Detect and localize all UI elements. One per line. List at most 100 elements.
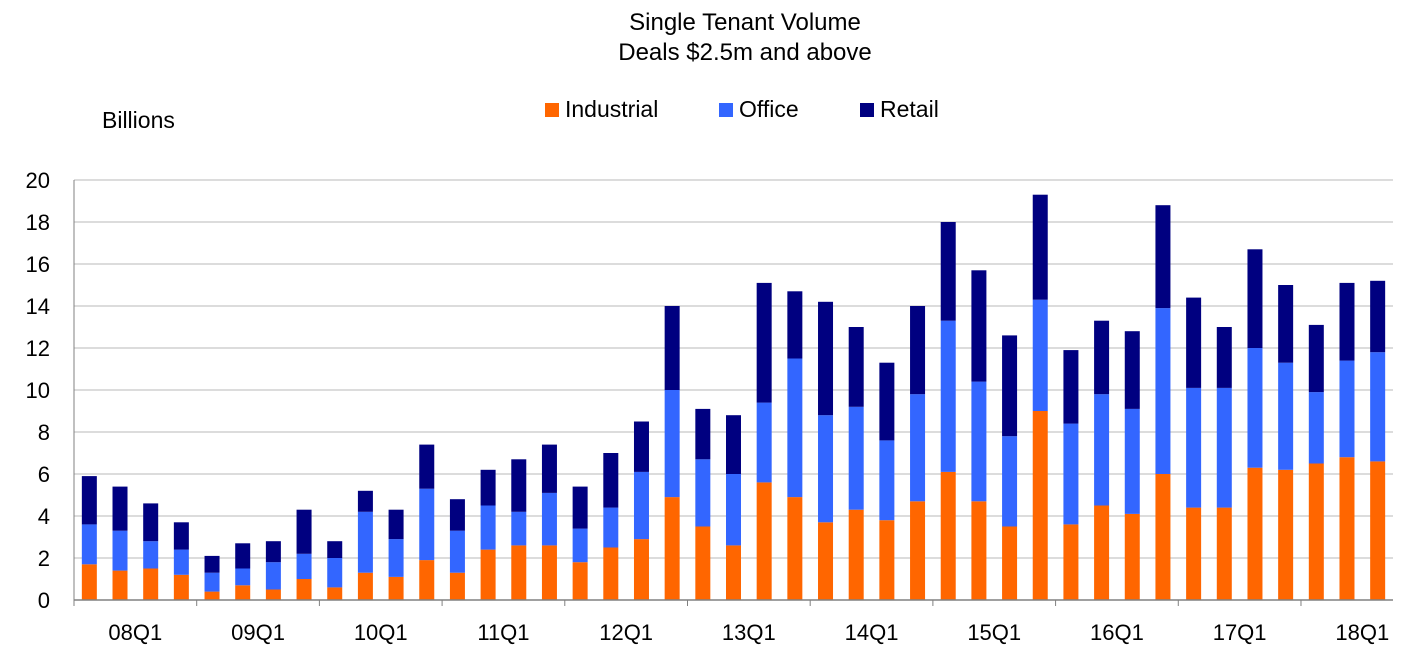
bar-industrial-14Q2 xyxy=(848,509,864,600)
bar-industrial-10Q4 xyxy=(419,560,435,600)
bar-retail-17Q3 xyxy=(1247,249,1263,348)
bar-industrial-09Q4 xyxy=(296,579,312,600)
bar-office-13Q3 xyxy=(756,402,772,483)
bar-office-16Q4 xyxy=(1155,308,1171,474)
bar-retail-14Q3 xyxy=(879,362,895,441)
y-tick-label: 6 xyxy=(38,462,50,487)
bar-office-14Q1 xyxy=(818,415,834,523)
bar-retail-16Q3 xyxy=(1124,331,1140,409)
bar-retail-08Q1 xyxy=(81,476,97,525)
y-tick-label: 4 xyxy=(38,504,50,529)
bar-industrial-12Q2 xyxy=(603,547,619,600)
bar-office-13Q1 xyxy=(695,459,711,527)
bar-industrial-11Q4 xyxy=(541,545,557,600)
bar-office-12Q2 xyxy=(603,507,619,548)
bar-office-11Q2 xyxy=(480,505,496,550)
bar-retail-15Q4 xyxy=(1032,194,1048,300)
bar-industrial-13Q3 xyxy=(756,482,772,600)
bar-industrial-18Q2 xyxy=(1339,457,1355,600)
bar-retail-14Q1 xyxy=(818,301,834,416)
bar-retail-09Q3 xyxy=(265,541,281,563)
bar-retail-16Q2 xyxy=(1094,320,1110,395)
bar-retail-08Q4 xyxy=(173,522,189,550)
legend-label-office: Office xyxy=(739,96,799,122)
bars xyxy=(81,194,1386,600)
bar-office-16Q2 xyxy=(1094,394,1110,506)
bar-industrial-08Q1 xyxy=(81,564,97,600)
chart-subtitle: Deals $2.5m and above xyxy=(618,39,872,66)
bar-industrial-12Q4 xyxy=(664,497,680,600)
bar-retail-09Q2 xyxy=(235,543,251,569)
y-tick-label: 10 xyxy=(26,378,50,403)
bar-retail-13Q3 xyxy=(756,282,772,403)
legend-swatch-industrial xyxy=(545,102,559,117)
legend: Industrial Office Retail xyxy=(0,96,1411,126)
bar-industrial-12Q1 xyxy=(572,562,588,600)
bar-industrial-15Q3 xyxy=(1002,526,1018,600)
bar-office-09Q3 xyxy=(265,562,281,590)
bar-office-18Q3 xyxy=(1370,352,1386,462)
bar-retail-10Q3 xyxy=(388,509,404,540)
bar-industrial-15Q4 xyxy=(1032,411,1048,600)
bar-retail-16Q1 xyxy=(1063,350,1079,424)
bar-industrial-14Q4 xyxy=(910,501,926,600)
bar-industrial-14Q3 xyxy=(879,520,895,600)
bar-office-08Q3 xyxy=(143,541,159,569)
x-tick-label: 17Q1 xyxy=(1213,620,1267,645)
legend-item-office: Office xyxy=(719,96,799,123)
bar-retail-10Q1 xyxy=(327,541,343,558)
bar-retail-17Q4 xyxy=(1278,285,1294,363)
x-tick-label: 16Q1 xyxy=(1090,620,1144,645)
bar-industrial-18Q1 xyxy=(1308,463,1324,600)
bar-office-12Q1 xyxy=(572,528,588,563)
bar-office-14Q2 xyxy=(848,406,864,510)
bar-office-15Q3 xyxy=(1002,436,1018,527)
bar-industrial-15Q2 xyxy=(971,501,987,600)
bar-retail-12Q2 xyxy=(603,453,619,508)
chart-title: Single Tenant Volume xyxy=(629,9,861,36)
bar-office-11Q1 xyxy=(449,530,465,573)
bar-industrial-12Q3 xyxy=(633,539,649,600)
bar-industrial-13Q4 xyxy=(787,497,803,600)
bar-office-13Q4 xyxy=(787,358,803,498)
x-tick-label: 08Q1 xyxy=(108,620,162,645)
x-tick-label: 09Q1 xyxy=(231,620,285,645)
x-tick-label: 14Q1 xyxy=(845,620,899,645)
bar-retail-08Q3 xyxy=(143,503,159,542)
bar-retail-15Q2 xyxy=(971,270,987,382)
y-tick-label: 2 xyxy=(38,546,50,571)
bar-industrial-16Q1 xyxy=(1063,524,1079,600)
bar-industrial-08Q4 xyxy=(173,574,189,600)
bar-industrial-15Q1 xyxy=(940,471,956,600)
bar-office-15Q4 xyxy=(1032,299,1048,411)
bar-industrial-08Q3 xyxy=(143,568,159,600)
bar-retail-13Q4 xyxy=(787,291,803,359)
bar-office-15Q1 xyxy=(940,320,956,472)
legend-item-retail: Retail xyxy=(860,96,939,123)
y-tick-label: 14 xyxy=(26,294,50,319)
bar-office-12Q4 xyxy=(664,390,680,498)
bar-industrial-09Q2 xyxy=(235,585,251,600)
bar-office-11Q4 xyxy=(541,492,557,546)
bar-industrial-10Q1 xyxy=(327,587,343,600)
bar-industrial-09Q3 xyxy=(265,589,281,600)
x-tick-label: 15Q1 xyxy=(967,620,1021,645)
bar-office-10Q3 xyxy=(388,539,404,577)
bar-office-16Q3 xyxy=(1124,408,1140,514)
bar-office-09Q4 xyxy=(296,553,312,579)
bar-office-09Q1 xyxy=(204,572,220,592)
bar-retail-11Q2 xyxy=(480,469,496,506)
bar-industrial-17Q4 xyxy=(1278,469,1294,600)
bar-office-14Q3 xyxy=(879,440,895,521)
bar-office-13Q2 xyxy=(726,474,741,546)
bar-retail-15Q3 xyxy=(1002,335,1018,437)
y-tick-label: 20 xyxy=(26,168,50,193)
legend-swatch-office xyxy=(719,102,733,117)
x-tick-label: 18Q1 xyxy=(1335,620,1389,645)
bar-office-11Q3 xyxy=(511,511,527,546)
bar-retail-17Q1 xyxy=(1186,297,1202,388)
bar-industrial-09Q1 xyxy=(204,591,220,600)
bar-retail-18Q3 xyxy=(1370,280,1386,353)
bar-industrial-13Q1 xyxy=(695,526,711,600)
